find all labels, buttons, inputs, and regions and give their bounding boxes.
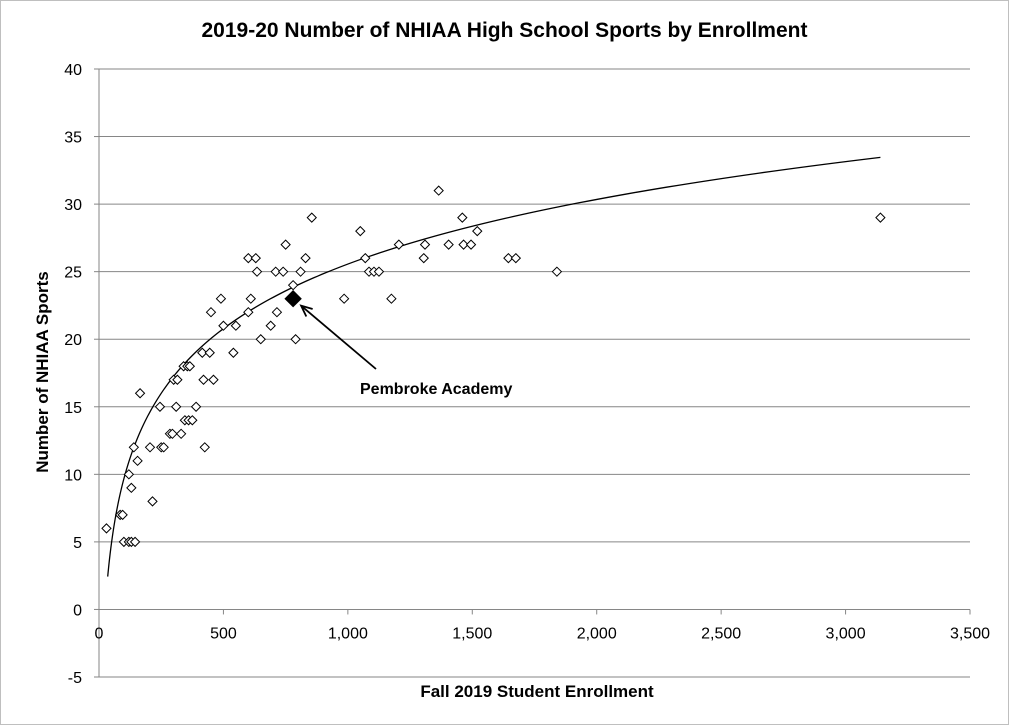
data-point bbox=[250, 252, 261, 264]
x-axis-title: Fall 2019 Student Enrollment bbox=[420, 682, 654, 701]
data-point bbox=[170, 401, 182, 412]
data-point bbox=[355, 225, 366, 237]
x-tick-label: 2,500 bbox=[701, 625, 741, 642]
x-tick-label: 3,500 bbox=[950, 625, 990, 642]
data-point bbox=[154, 401, 166, 412]
data-point bbox=[472, 225, 483, 237]
data-point bbox=[134, 388, 146, 399]
chart-title: 2019-20 Number of NHIAA High School Spor… bbox=[201, 19, 808, 42]
data-point bbox=[265, 320, 276, 331]
data-point bbox=[295, 266, 306, 277]
data-point bbox=[280, 239, 291, 250]
data-point bbox=[172, 374, 183, 385]
data-point bbox=[465, 239, 477, 250]
annotation-arrow bbox=[300, 305, 377, 370]
y-tick-label: 10 bbox=[64, 467, 82, 484]
data-point bbox=[503, 252, 514, 264]
data-point bbox=[101, 523, 112, 534]
data-point bbox=[875, 212, 886, 223]
data-point bbox=[198, 374, 209, 385]
data-point bbox=[243, 306, 254, 318]
data-point bbox=[230, 320, 242, 331]
data-point bbox=[418, 252, 429, 264]
y-tick-label: 15 bbox=[64, 400, 82, 417]
data-point bbox=[510, 252, 522, 264]
data-point bbox=[287, 279, 299, 291]
data-point bbox=[251, 266, 263, 277]
y-tick-label: 0 bbox=[73, 602, 82, 619]
data-point bbox=[128, 442, 140, 453]
data-point bbox=[228, 347, 239, 358]
data-point bbox=[271, 306, 283, 318]
data-point bbox=[129, 536, 141, 548]
y-tick-label: 35 bbox=[64, 130, 82, 147]
data-point bbox=[300, 252, 311, 264]
data-point bbox=[147, 496, 158, 507]
data-point bbox=[184, 361, 196, 372]
data-point bbox=[187, 415, 198, 426]
gridlines bbox=[99, 68, 970, 678]
data-point bbox=[457, 212, 468, 223]
data-point bbox=[204, 347, 215, 358]
data-point bbox=[132, 455, 143, 467]
data-point bbox=[144, 442, 156, 453]
x-tick-label: 2,000 bbox=[577, 625, 617, 642]
data-point bbox=[117, 509, 128, 521]
data-point bbox=[197, 347, 208, 358]
data-point bbox=[190, 401, 202, 412]
data-point bbox=[243, 252, 254, 264]
data-point bbox=[218, 320, 229, 331]
data-point bbox=[126, 482, 137, 494]
data-point bbox=[338, 293, 350, 304]
y-tick-label: 25 bbox=[64, 265, 82, 282]
annotation-arrowhead bbox=[299, 304, 313, 317]
data-point bbox=[277, 266, 289, 277]
x-tick-label: 1,500 bbox=[452, 625, 492, 642]
tick-labels: 0 500 1,000 1,500 2,000 2,500 3,000 3,500 -5 0 5 10… bbox=[64, 62, 990, 687]
data-point bbox=[306, 212, 317, 223]
y-tick-label: -5 bbox=[68, 670, 82, 687]
trendline bbox=[107, 156, 881, 577]
data-point bbox=[255, 334, 266, 345]
highlight-point bbox=[284, 289, 302, 308]
data-points bbox=[101, 185, 886, 548]
highlight-group: Pembroke Academy bbox=[284, 289, 512, 398]
data-point bbox=[393, 239, 405, 250]
data-point bbox=[123, 469, 135, 480]
data-point bbox=[158, 442, 169, 453]
axes bbox=[94, 68, 971, 678]
data-point bbox=[373, 266, 385, 277]
data-point bbox=[419, 239, 431, 250]
data-point bbox=[360, 252, 371, 264]
data-point bbox=[290, 334, 301, 345]
data-point bbox=[551, 266, 563, 277]
x-tick-label: 3,000 bbox=[826, 625, 866, 642]
y-tick-label: 30 bbox=[64, 197, 82, 214]
data-point bbox=[205, 306, 217, 318]
x-tick-label: 1,000 bbox=[328, 625, 368, 642]
annotation-label: Pembroke Academy bbox=[360, 381, 512, 398]
data-point bbox=[270, 266, 281, 277]
data-point bbox=[443, 239, 454, 250]
data-point bbox=[215, 293, 227, 304]
data-point bbox=[245, 293, 257, 304]
x-tick-label: 0 bbox=[95, 625, 104, 642]
y-tick-label: 40 bbox=[64, 62, 82, 79]
data-point bbox=[208, 374, 219, 385]
data-point bbox=[199, 442, 210, 453]
data-point bbox=[433, 185, 444, 196]
y-axis-title: Number of NHIAA Sports bbox=[33, 271, 52, 473]
data-point bbox=[175, 428, 187, 440]
y-tick-label: 5 bbox=[73, 535, 82, 552]
data-point bbox=[386, 293, 397, 304]
data-point bbox=[167, 428, 178, 440]
x-tick-label: 500 bbox=[210, 625, 237, 642]
y-tick-label: 20 bbox=[64, 332, 82, 349]
data-point bbox=[458, 239, 469, 250]
